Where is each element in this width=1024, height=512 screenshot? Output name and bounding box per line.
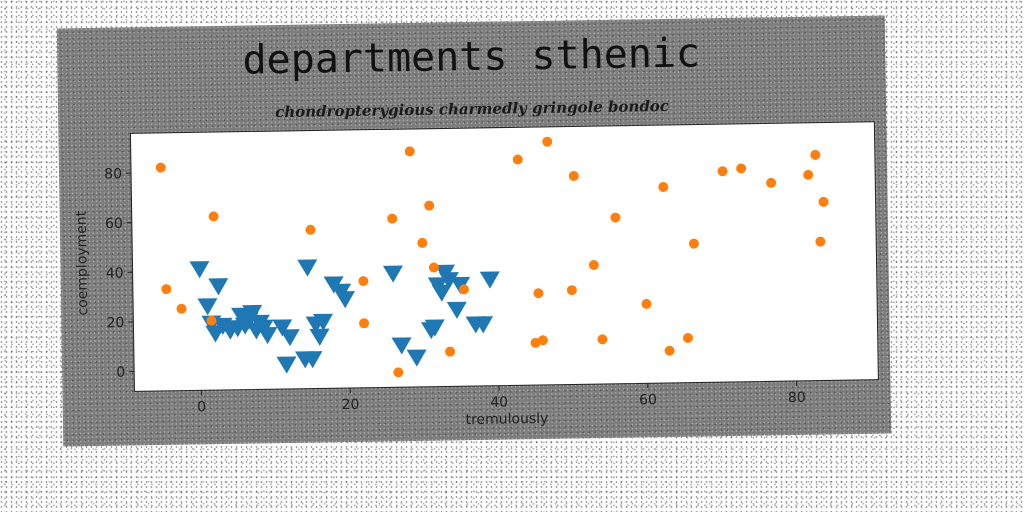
triangle-point (450, 276, 471, 295)
triangle-point (391, 337, 412, 355)
circle-point (815, 236, 826, 247)
triangle-point (382, 265, 403, 283)
plot-area (129, 121, 879, 392)
x-tick-label: 80 (788, 390, 806, 406)
triangle-point (334, 291, 355, 309)
triangle-point (431, 284, 452, 302)
triangle-point (406, 349, 427, 367)
circle-point (305, 224, 316, 235)
circle-point (537, 335, 548, 346)
circle-point (404, 146, 415, 157)
circle-point (208, 211, 219, 222)
circle-point (717, 166, 728, 177)
circle-point (428, 262, 439, 273)
y-tick-label: 40 (106, 265, 124, 281)
circle-point (818, 196, 829, 207)
triangle-point (272, 319, 293, 337)
circle-point (424, 200, 435, 211)
circle-point (803, 169, 814, 180)
axis-ticks: 0 20 40 60 80 0 20 40 60 80 (104, 166, 806, 415)
circle-point (588, 260, 599, 271)
x-tick-label: 60 (639, 392, 657, 408)
triangle-point (197, 298, 218, 316)
circle-point (358, 276, 369, 287)
triangle-point (242, 304, 263, 323)
triangle-point (276, 356, 297, 374)
circle-point (512, 154, 523, 165)
x-tick-label: 20 (341, 397, 359, 413)
circle-point (176, 303, 187, 314)
circle-point (566, 285, 577, 296)
triangle-point (313, 313, 334, 331)
triangle-point (309, 328, 330, 346)
circle-point (597, 334, 608, 345)
triangle-point (189, 261, 210, 279)
circle-point (417, 237, 428, 248)
circle-point (664, 345, 675, 356)
y-tick-label: 0 (116, 365, 125, 381)
circle-point (810, 149, 821, 160)
circle-point (610, 212, 621, 223)
y-tick-label: 20 (106, 315, 124, 331)
triangle-point (424, 319, 445, 337)
circle-point (155, 162, 166, 173)
triangle-point (438, 272, 459, 290)
y-tick-label: 60 (105, 216, 123, 232)
circle-point (641, 298, 652, 309)
scatter-plot: 0 20 40 60 80 0 20 40 60 80 tremulously coemploym… (74, 121, 879, 428)
chart-figure: departments sthenic chondropterygious ch… (56, 15, 892, 447)
x-tick-label: 40 (490, 394, 508, 410)
y-axis-label: coemployment (74, 210, 92, 316)
circle-point (766, 177, 777, 188)
circle-point (533, 288, 544, 299)
data-points (155, 136, 829, 378)
triangle-point (208, 278, 229, 296)
circle-point (688, 238, 699, 249)
triangle-point (479, 271, 500, 289)
circle-point (445, 346, 456, 357)
circle-point (206, 315, 217, 326)
triangle-point (297, 259, 318, 277)
circle-point (568, 171, 579, 182)
circle-point (161, 284, 172, 295)
x-tick-label: 0 (197, 399, 206, 415)
circle-point (658, 182, 669, 193)
circle-point (542, 136, 553, 147)
x-axis-label: tremulously (465, 411, 548, 428)
circle-point (736, 163, 747, 174)
circle-point (387, 213, 398, 224)
circle-point (393, 367, 404, 378)
triangle-point (279, 329, 300, 347)
triangle-point (446, 301, 467, 319)
circle-point (682, 332, 693, 343)
triangle-point (257, 327, 278, 345)
circle-point (359, 318, 370, 329)
circle-point (458, 284, 469, 295)
y-tick-label: 80 (104, 166, 122, 182)
triangle-point (302, 351, 323, 369)
triangle-point (473, 316, 494, 334)
